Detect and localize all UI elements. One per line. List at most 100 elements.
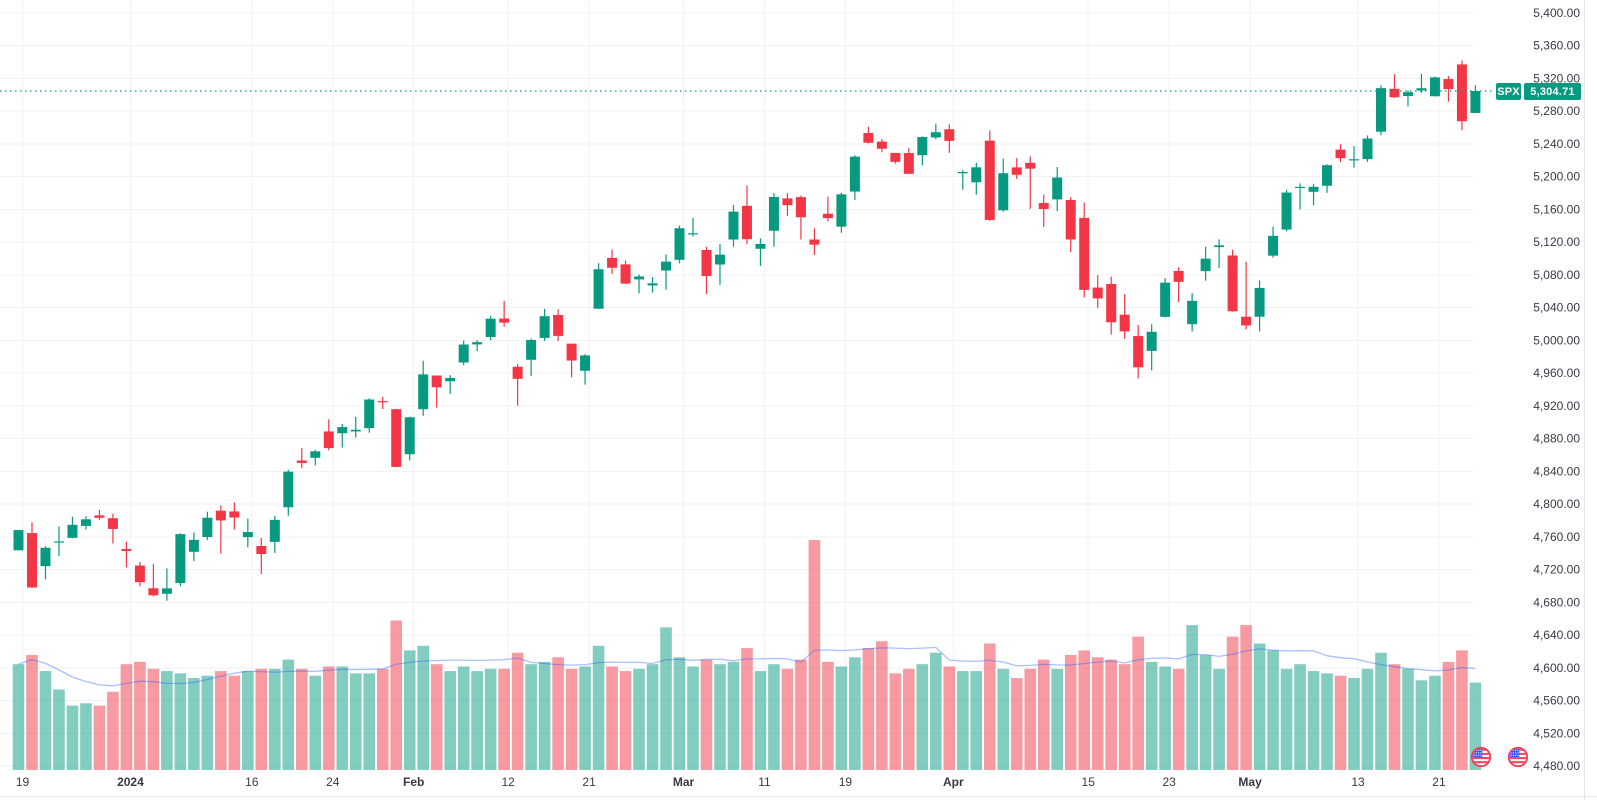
price-tick-label[interactable]: 4,680.00 [1533,595,1580,609]
volume-bar [174,673,187,770]
price-tick-label[interactable]: 4,840.00 [1533,464,1580,478]
volume-bar [1159,666,1171,770]
volume-bar [1307,671,1320,770]
volume-bar [107,691,119,770]
candle-body [242,532,253,538]
time-tick-label[interactable]: 23 [1162,775,1176,789]
volume-bar [12,664,25,770]
volume-bar [430,664,443,770]
candle-body [67,524,78,538]
volume-bar [457,666,470,770]
volume-bar [120,664,133,770]
candle-body [310,451,321,458]
volume-bar [403,650,416,770]
candle-body [215,510,226,521]
price-tick-label[interactable]: 5,040.00 [1533,301,1580,315]
price-tick-label[interactable]: 5,200.00 [1533,170,1580,184]
time-tick-label[interactable]: Feb [403,775,424,789]
volume-bar [336,666,349,770]
time-tick-label[interactable]: 21 [582,775,596,789]
price-tick-label[interactable]: 5,360.00 [1533,39,1580,53]
price-tick-label[interactable]: 5,240.00 [1533,137,1580,151]
price-tick-label[interactable]: 4,760.00 [1533,530,1580,544]
price-tick-label[interactable]: 5,120.00 [1533,235,1580,249]
price-tick-label[interactable]: 4,880.00 [1533,432,1580,446]
price-tick-label[interactable]: 5,160.00 [1533,202,1580,216]
volume-bar [916,664,929,770]
volume-bar [1118,664,1131,770]
price-tick-label[interactable]: 4,480.00 [1533,759,1580,773]
candle-body [323,431,334,449]
last-price-label: 5,304.71 [1530,85,1575,98]
us-flag-icon[interactable] [1507,746,1529,768]
candle-body [256,545,267,554]
us-flag-icon[interactable] [1470,746,1492,768]
volume-bar [201,675,214,770]
time-tick-label[interactable]: 19 [839,775,853,789]
volume-bar [93,705,106,770]
time-tick-label[interactable]: 16 [245,775,259,789]
volume-bar [957,671,969,770]
price-tick-label[interactable]: 5,000.00 [1533,333,1580,347]
candle-body [1227,255,1238,312]
volume-bar [269,668,281,770]
price-tick-label[interactable]: 4,960.00 [1533,366,1580,380]
volume-bar [349,673,362,770]
candle-body [809,239,820,245]
candle-body [202,517,213,538]
candle-body [377,401,388,403]
price-tick-label[interactable]: 4,600.00 [1533,661,1580,675]
price-tick-label[interactable]: 5,320.00 [1533,71,1580,85]
candle-body [296,460,307,463]
price-tick-label[interactable]: 5,080.00 [1533,268,1580,282]
candle-body [1349,159,1360,161]
time-tick-label[interactable]: 2024 [117,775,144,789]
price-tick-label[interactable]: 4,640.00 [1533,628,1580,642]
volume-bar [1267,650,1279,770]
time-tick-label[interactable]: May [1238,775,1262,789]
volume-bar [538,661,551,770]
candle-body [1065,199,1076,240]
candle-body [1470,91,1481,113]
volume-bar [646,664,659,770]
volume-bar [1361,668,1374,770]
symbol-badge[interactable]: SPX [1496,83,1521,100]
time-tick-label[interactable]: 19 [16,775,30,789]
time-tick-label[interactable]: 11 [758,775,771,789]
price-tick-label[interactable]: 4,520.00 [1533,726,1580,740]
time-tick-label[interactable]: 12 [501,775,515,789]
candle-body [13,530,24,551]
time-tick-label[interactable]: 21 [1432,775,1446,789]
candle-body [755,243,766,249]
candle-body [499,318,510,323]
candle-body [768,196,779,231]
price-tick-label[interactable]: 4,560.00 [1533,694,1580,708]
time-tick-label[interactable]: Apr [943,775,964,789]
candle-body [1335,149,1346,159]
time-tick-label[interactable]: 24 [326,775,340,789]
candle-body [782,198,793,206]
volume-bar [1429,675,1441,770]
candle-body [40,547,51,567]
price-tick-label[interactable]: 5,280.00 [1533,104,1580,118]
volume-bar [363,673,376,770]
volume-bar [511,652,524,770]
candle-body [836,194,847,227]
time-tick-label[interactable]: 15 [1082,775,1096,789]
volume-bar [1388,664,1401,770]
price-tick-label[interactable]: 4,720.00 [1533,563,1580,577]
price-tick-label[interactable]: 4,920.00 [1533,399,1580,413]
last-price-badge: 5,304.71 [1524,83,1581,100]
candle-body [148,588,159,596]
candle-body [512,366,523,379]
time-tick-label[interactable]: Mar [673,775,695,789]
candle-body [1052,177,1063,200]
volume-bar [1240,625,1252,770]
time-tick-label[interactable]: 13 [1351,775,1365,789]
candle-body [566,343,577,361]
price-tick-label[interactable]: 5,400.00 [1533,6,1580,20]
volume-bar [1145,661,1158,770]
candle-body [701,250,712,277]
price-tick-label[interactable]: 4,800.00 [1533,497,1580,511]
